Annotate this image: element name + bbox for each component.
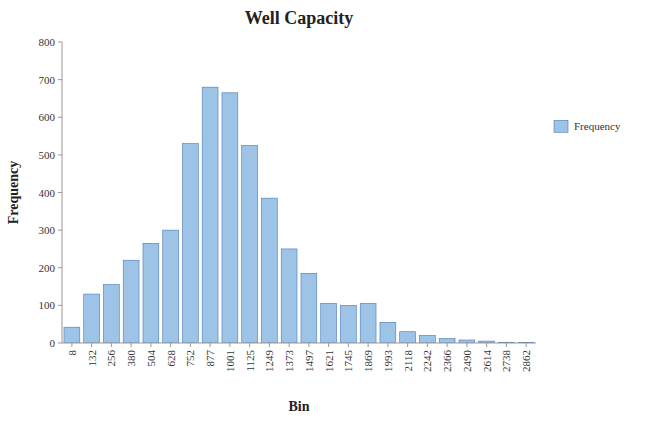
chart-container: Well Capacity 0 100 200 300 400 500 600 700 800 8 1… bbox=[0, 0, 648, 423]
x-tick bbox=[249, 343, 250, 347]
bar bbox=[301, 273, 317, 343]
x-tick bbox=[269, 343, 270, 347]
bar bbox=[222, 93, 238, 343]
bar bbox=[261, 198, 277, 343]
y-tick-label: 100 bbox=[39, 299, 56, 311]
bar bbox=[360, 303, 376, 343]
x-tick-label: 2862 bbox=[520, 350, 532, 372]
x-tick-label: 380 bbox=[125, 350, 137, 367]
bars bbox=[64, 87, 534, 343]
x-tick bbox=[407, 343, 408, 347]
legend-swatch bbox=[554, 120, 568, 132]
x-tick bbox=[486, 343, 487, 347]
y-tick-label: 600 bbox=[39, 111, 56, 123]
bar bbox=[182, 144, 198, 343]
y-tick bbox=[58, 267, 62, 268]
legend: Frequency bbox=[554, 120, 621, 132]
x-tick-label: 2242 bbox=[421, 350, 433, 372]
x-tick-label: 1373 bbox=[283, 350, 295, 373]
x-axis-label: Bin bbox=[288, 399, 309, 414]
y-tick-label: 200 bbox=[39, 262, 56, 274]
x-tick-label: 1249 bbox=[263, 350, 275, 373]
x-tick bbox=[229, 343, 230, 347]
x-tick bbox=[308, 343, 309, 347]
y-tick bbox=[58, 42, 62, 43]
x-tick-label: 1001 bbox=[224, 350, 236, 372]
bar bbox=[419, 335, 435, 343]
x-tick-label: 504 bbox=[145, 350, 157, 367]
bar bbox=[400, 332, 416, 343]
x-tick bbox=[131, 343, 132, 347]
x-tick-label: 2366 bbox=[441, 350, 453, 373]
y-tick bbox=[58, 305, 62, 306]
bar bbox=[202, 87, 218, 343]
bar bbox=[143, 243, 159, 343]
x-tick bbox=[289, 343, 290, 347]
bar bbox=[281, 249, 297, 343]
bar bbox=[321, 303, 337, 343]
x-tick bbox=[328, 343, 329, 347]
x-tick bbox=[210, 343, 211, 347]
x-tick-label: 132 bbox=[86, 350, 98, 367]
y-tick-label: 0 bbox=[50, 337, 56, 349]
x-tick bbox=[170, 343, 171, 347]
y-tick bbox=[58, 343, 62, 344]
x-tick bbox=[368, 343, 369, 347]
y-tick bbox=[58, 117, 62, 118]
x-tick bbox=[526, 343, 527, 347]
bar bbox=[64, 327, 80, 343]
bar bbox=[380, 322, 396, 343]
bar bbox=[242, 145, 258, 343]
x-tick bbox=[427, 343, 428, 347]
x-tick-label: 1745 bbox=[342, 350, 354, 373]
x-tick bbox=[387, 343, 388, 347]
x-tick-label: 752 bbox=[184, 350, 196, 367]
bar bbox=[439, 338, 455, 343]
y-tick bbox=[58, 230, 62, 231]
y-tick-label: 400 bbox=[39, 187, 56, 199]
x-tick bbox=[150, 343, 151, 347]
x-tick-label: 1125 bbox=[244, 350, 256, 372]
x-tick bbox=[447, 343, 448, 347]
x-tick bbox=[506, 343, 507, 347]
bar bbox=[123, 260, 139, 343]
chart-title: Well Capacity bbox=[245, 8, 354, 28]
x-tick-label: 2490 bbox=[461, 350, 473, 373]
x-tick-label: 8 bbox=[66, 350, 78, 356]
y-tick bbox=[58, 154, 62, 155]
x-tick-label: 2614 bbox=[481, 350, 493, 373]
x-tick bbox=[111, 343, 112, 347]
x-tick bbox=[348, 343, 349, 347]
x-tick-label: 2738 bbox=[500, 350, 512, 373]
x-tick bbox=[91, 343, 92, 347]
bar bbox=[340, 305, 356, 343]
y-tick-label: 800 bbox=[39, 36, 56, 48]
x-tick-label: 628 bbox=[165, 350, 177, 367]
y-tick bbox=[58, 79, 62, 80]
x-tick-label: 2118 bbox=[402, 350, 414, 372]
y-tick-label: 500 bbox=[39, 149, 56, 161]
bar bbox=[103, 285, 119, 343]
bar bbox=[84, 294, 100, 343]
x-tick-label: 1869 bbox=[362, 350, 374, 373]
chart-svg: Well Capacity 0 100 200 300 400 500 600 700 800 8 1… bbox=[0, 0, 648, 423]
x-axis-line bbox=[62, 343, 536, 344]
x-tick-label: 877 bbox=[204, 350, 216, 367]
legend-label: Frequency bbox=[574, 120, 621, 132]
y-tick bbox=[58, 192, 62, 193]
bar bbox=[163, 230, 179, 343]
y-tick-label: 700 bbox=[39, 74, 56, 86]
x-tick-label: 1993 bbox=[382, 350, 394, 373]
x-tick-label: 1497 bbox=[303, 350, 315, 373]
x-tick-label: 256 bbox=[105, 350, 117, 367]
y-axis-label: Frequency bbox=[6, 161, 21, 225]
y-tick-label: 300 bbox=[39, 224, 56, 236]
x-tick bbox=[71, 343, 72, 347]
x-tick bbox=[190, 343, 191, 347]
x-tick bbox=[466, 343, 467, 347]
x-tick-label: 1621 bbox=[323, 350, 335, 372]
